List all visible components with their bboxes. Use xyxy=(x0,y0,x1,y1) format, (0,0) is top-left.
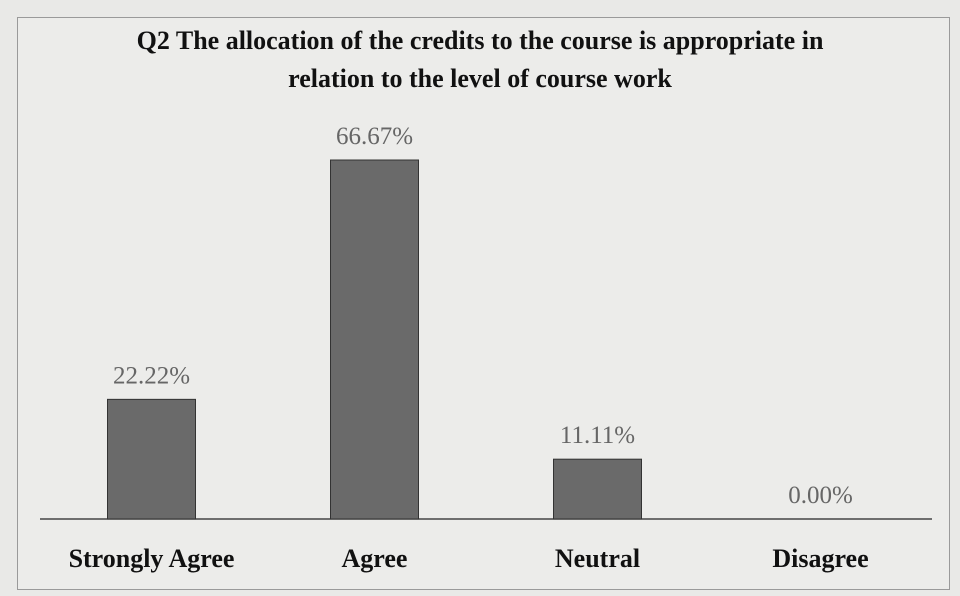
x-tick-label: Agree xyxy=(342,544,408,573)
x-tick-label: Neutral xyxy=(555,544,640,573)
bar xyxy=(553,458,642,520)
x-tick-label: Strongly Agree xyxy=(69,544,235,573)
chart-title: Q2 The allocation of the credits to the … xyxy=(136,26,824,93)
bar xyxy=(107,398,196,520)
x-tick-label: Disagree xyxy=(772,544,868,573)
bar xyxy=(330,159,419,520)
value-label: 66.67% xyxy=(336,123,413,150)
value-label: 11.11% xyxy=(560,422,635,449)
value-label: 0.00% xyxy=(788,482,853,509)
value-label: 22.22% xyxy=(113,362,190,389)
